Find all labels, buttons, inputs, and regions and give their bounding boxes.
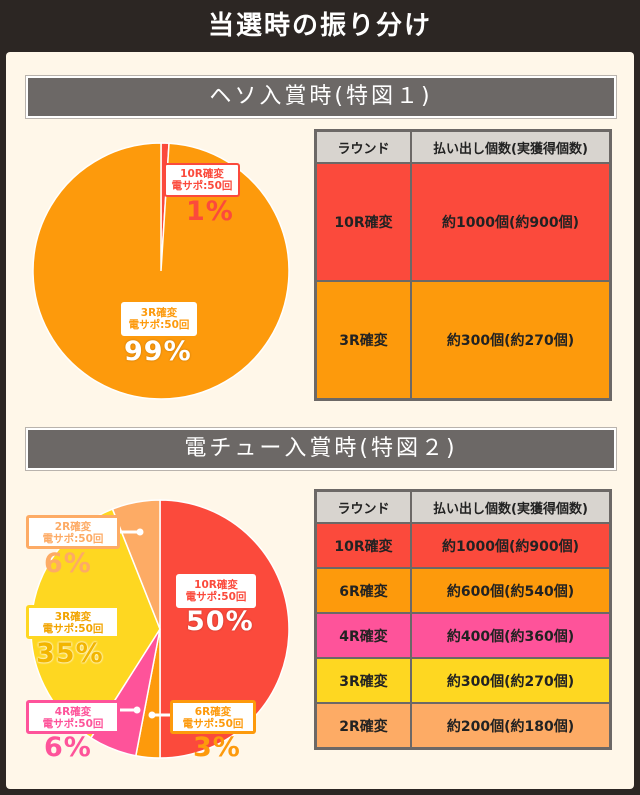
table-row: 10R確変 約1000個(約900個) bbox=[314, 522, 612, 569]
cell-round: 6R確変 bbox=[314, 567, 412, 614]
header-round: ラウンド bbox=[314, 129, 412, 164]
cell-payout: 約1000個(約900個) bbox=[410, 522, 612, 569]
table-row: 3R確変 約300個(約270個) bbox=[314, 657, 612, 704]
cell-round: 2R確変 bbox=[314, 702, 412, 750]
pie2-pct-3r: 35% bbox=[36, 638, 104, 669]
header-payout: 払い出し個数(実獲得個数) bbox=[410, 489, 612, 524]
cell-round: 3R確変 bbox=[314, 280, 412, 401]
cell-payout: 約400個(約360個) bbox=[410, 612, 612, 659]
pie2-label-4r: 4R確変 電サポ:50回 bbox=[26, 700, 120, 734]
cell-payout: 約300個(約270個) bbox=[410, 280, 612, 401]
pie2-label-2r: 2R確変 電サポ:50回 bbox=[26, 515, 120, 549]
table-row: 10R確変 約1000個(約900個) bbox=[314, 162, 612, 282]
leader-line-4r-dot bbox=[133, 706, 141, 714]
pie2-pct-2r: 6% bbox=[44, 548, 92, 579]
page-title: 当選時の振り分け bbox=[207, 11, 432, 41]
table-row: 4R確変 約400個(約360個) bbox=[314, 612, 612, 659]
payout-table-denchu: ラウンド 払い出し個数(実獲得個数) 10R確変 約1000個(約900個) 6… bbox=[314, 489, 612, 750]
cell-round: 10R確変 bbox=[314, 522, 412, 569]
payout-table-heso: ラウンド 払い出し個数(実獲得個数) 10R確変 約1000個(約900個) 3… bbox=[314, 129, 612, 401]
table-row: 3R確変 約300個(約270個) bbox=[314, 280, 612, 401]
cell-payout: 約300個(約270個) bbox=[410, 657, 612, 704]
cell-round: 4R確変 bbox=[314, 612, 412, 659]
pie1-label-10r: 10R確変 電サポ:50回 bbox=[164, 163, 240, 197]
pie1-label-3r: 3R確変 電サポ:50回 bbox=[121, 302, 197, 336]
pie1-pct-3r: 99% bbox=[124, 336, 192, 367]
header-payout: 払い出し個数(実獲得個数) bbox=[410, 129, 612, 164]
pie2-pct-4r: 6% bbox=[44, 732, 92, 763]
pie2-slice-0 bbox=[159, 499, 290, 759]
cell-payout: 約200個(約180個) bbox=[410, 702, 612, 750]
table-header-row: ラウンド 払い出し個数(実獲得個数) bbox=[314, 129, 612, 164]
section-header-denchu: 電チュー入賞時(特図２) bbox=[26, 428, 616, 470]
pie1-slice-1 bbox=[32, 142, 290, 400]
header-round: ラウンド bbox=[314, 489, 412, 524]
cell-round: 3R確変 bbox=[314, 657, 412, 704]
pie1-pct-10r: 1% bbox=[186, 196, 234, 227]
table-header-row: ラウンド 払い出し個数(実獲得個数) bbox=[314, 489, 612, 524]
table-row: 2R確変 約200個(約180個) bbox=[314, 702, 612, 750]
pie2-pct-6r: 3% bbox=[193, 732, 241, 763]
cell-round: 10R確変 bbox=[314, 162, 412, 282]
leader-line-6r-dot bbox=[148, 711, 156, 719]
pie2-label-10r: 10R確変 電サポ:50回 bbox=[176, 574, 256, 608]
pie2-label-3r: 3R確変 電サポ:50回 bbox=[26, 605, 120, 639]
section-header-heso: ヘソ入賞時(特図１) bbox=[26, 76, 616, 118]
leader-line-2r-dot bbox=[136, 528, 144, 536]
pie2-pct-10r: 50% bbox=[186, 606, 254, 637]
cell-payout: 約600個(約540個) bbox=[410, 567, 612, 614]
table-row: 6R確変 約600個(約540個) bbox=[314, 567, 612, 614]
cell-payout: 約1000個(約900個) bbox=[410, 162, 612, 282]
pie2-label-6r: 6R確変 電サポ:50回 bbox=[170, 700, 256, 734]
